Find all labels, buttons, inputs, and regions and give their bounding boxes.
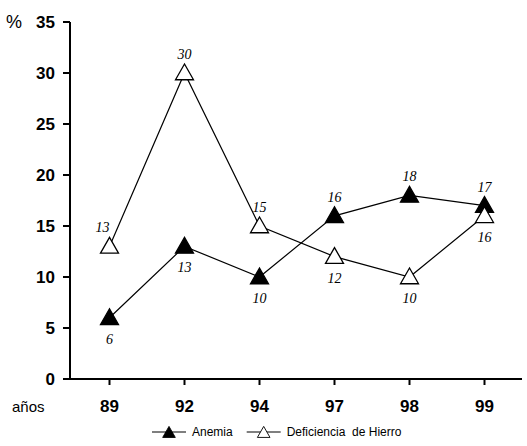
point [251,217,269,233]
x-tick-label: 98 [400,397,419,416]
point [401,186,419,202]
x-tick [484,379,486,385]
data-label: 10 [253,291,267,306]
point [251,268,269,284]
chart: 0 5 10 15 20 25 30 35 89 92 94 97 98 99% años 6 13 10 16 18… [0,0,527,446]
x-tick-label: 89 [100,397,119,416]
y-tick [63,21,70,23]
x-tick [184,379,186,385]
data-label: 13 [178,260,192,275]
x-tick [409,379,411,385]
y-tick-label: 15 [36,217,55,236]
data-labels: 6 13 10 16 18 17 13 30 15 12 10 16 [96,47,493,347]
point [176,237,194,253]
y-tick [63,225,70,227]
x-tick [259,379,261,385]
point [326,248,344,264]
y-tick [63,123,70,125]
point [101,237,119,253]
x-axis-label: años [12,398,45,415]
y-axis-label: % [6,12,22,32]
y-tick [63,327,70,329]
x-tick [334,379,336,385]
data-label: 16 [478,230,492,245]
y-tick-label: 5 [46,319,55,338]
data-label: 15 [253,200,267,215]
plot-area [101,64,494,325]
y-axis [69,22,71,379]
y-tick-label: 25 [36,115,55,134]
point [476,207,494,223]
y-tick-label: 20 [36,166,55,185]
series-line [110,73,485,277]
y-tick-label: 10 [36,268,55,287]
point [101,309,119,325]
y-tick [63,378,70,380]
x-tick-label: 92 [175,397,194,416]
data-label: 13 [96,220,110,235]
legend-label: Deficiencia de Hierro [287,425,402,439]
data-label: 30 [177,47,192,62]
data-label: 16 [328,190,342,205]
x-tick-label: 97 [325,397,344,416]
legend-label: Anemia [192,425,233,439]
point [176,64,194,80]
legend: Anemia Deficiencia de Hierro [152,425,402,439]
data-label: 10 [403,291,417,306]
legend-symbol [163,426,176,437]
x-tick-label: 99 [475,397,494,416]
x-tick-label: 94 [250,397,269,416]
series-line [110,195,485,317]
legend-symbol [257,426,270,437]
point [401,268,419,284]
data-label: 12 [328,271,342,286]
y-tick [63,174,70,176]
point [326,207,344,223]
y-tick [63,276,70,278]
data-label: 18 [403,169,417,184]
data-label: 6 [106,332,113,347]
y-tick-label: 35 [36,13,55,32]
y-tick-label: 30 [36,64,55,83]
y-tick-label: 0 [46,370,55,389]
x-tick [109,379,111,385]
y-tick [63,72,70,74]
data-label: 17 [478,180,493,195]
x-axis [70,378,522,380]
